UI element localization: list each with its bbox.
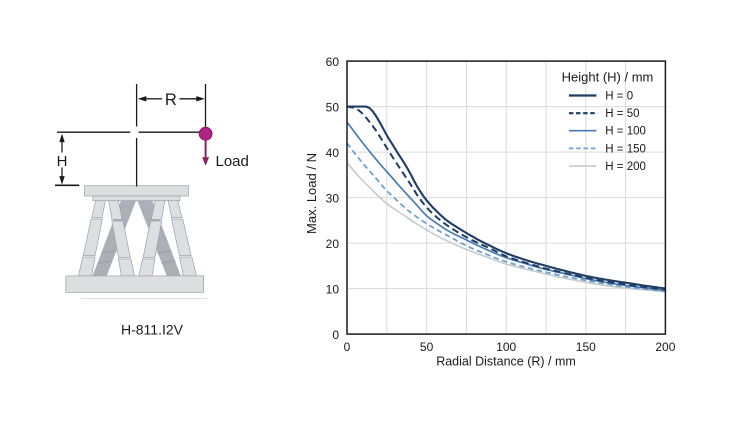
svg-text:R: R [165, 91, 177, 109]
svg-text:50: 50 [420, 340, 434, 354]
svg-text:0: 0 [344, 340, 351, 354]
svg-text:Max. Load / N: Max. Load / N [304, 153, 319, 234]
svg-text:H = 50: H = 50 [605, 108, 639, 120]
svg-text:100: 100 [496, 340, 516, 354]
svg-text:60: 60 [326, 55, 340, 69]
svg-text:Height (H) / mm: Height (H) / mm [562, 69, 654, 84]
svg-text:150: 150 [576, 340, 596, 354]
svg-text:Radial Distance (R) / mm: Radial Distance (R) / mm [436, 355, 576, 369]
svg-text:20: 20 [326, 237, 340, 251]
svg-text:H = 150: H = 150 [605, 143, 646, 155]
svg-text:0: 0 [332, 328, 339, 342]
svg-text:40: 40 [326, 146, 340, 160]
svg-text:H = 0: H = 0 [605, 91, 633, 103]
svg-text:H-811.I2V: H-811.I2V [121, 322, 184, 338]
svg-text:50: 50 [326, 101, 340, 115]
svg-text:H = 100: H = 100 [605, 126, 646, 138]
svg-text:H: H [57, 153, 68, 170]
svg-text:Load: Load [216, 153, 249, 170]
svg-text:30: 30 [326, 192, 340, 206]
svg-text:200: 200 [655, 340, 675, 354]
svg-text:10: 10 [326, 283, 340, 297]
svg-text:H = 200: H = 200 [605, 161, 646, 173]
